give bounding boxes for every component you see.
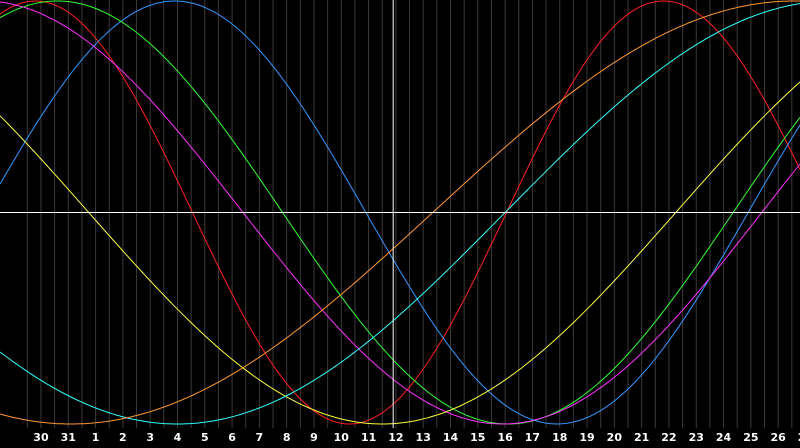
x-tick-label: 1 [91, 431, 100, 444]
x-tick-label: 26 [770, 431, 786, 444]
x-tick-label: 4 [173, 431, 182, 444]
x-tick-label: 11 [360, 431, 377, 444]
curves [0, 0, 800, 425]
x-tick-label: 20 [606, 431, 622, 444]
chart-background [0, 0, 800, 428]
x-tick-label: 19 [579, 431, 595, 444]
x-tick-label: 5 [200, 431, 209, 444]
crosshair [0, 0, 800, 428]
biorhythm-chart [0, 0, 800, 428]
series-line [0, 0, 800, 425]
x-tick-label: 24 [715, 431, 732, 444]
x-tick-label: 21 [633, 431, 650, 444]
x-tick-label: 30 [33, 431, 49, 444]
x-tick-label: 12 [388, 431, 404, 444]
series-line [0, 3, 800, 425]
series-line [0, 0, 800, 425]
x-tick-label: 16 [497, 431, 513, 444]
series-line [0, 0, 800, 425]
series-line [0, 0, 800, 425]
x-tick-label: 14 [442, 431, 459, 444]
x-tick-label: 8 [282, 431, 291, 444]
x-tick-label: 27 [798, 431, 800, 445]
x-tick-label: 13 [415, 431, 431, 444]
x-tick-label: 6 [228, 431, 236, 444]
x-tick-label: 10 [333, 431, 349, 444]
x-tick-label: 25 [743, 431, 759, 444]
x-tick-label: 7 [255, 431, 264, 444]
series-line [0, 81, 800, 425]
x-tick-label: 17 [524, 431, 541, 444]
x-tick-label: 18 [552, 431, 568, 444]
x-tick-label: 9 [310, 431, 318, 444]
x-axis: 30 31 1 2 3 4 5 6 7 8 9 10 11 12 13 14 15 16 17 18 19 20 21 22 2… [0, 428, 800, 448]
x-tick-label: 3 [146, 431, 154, 444]
series-line [0, 1, 800, 425]
x-tick-label: 22 [661, 431, 677, 444]
x-tick-label: 31 [60, 431, 76, 444]
x-tick-label: 2 [119, 431, 127, 444]
x-tick-label: 23 [688, 431, 704, 444]
x-tick-label: 15 [470, 431, 486, 444]
